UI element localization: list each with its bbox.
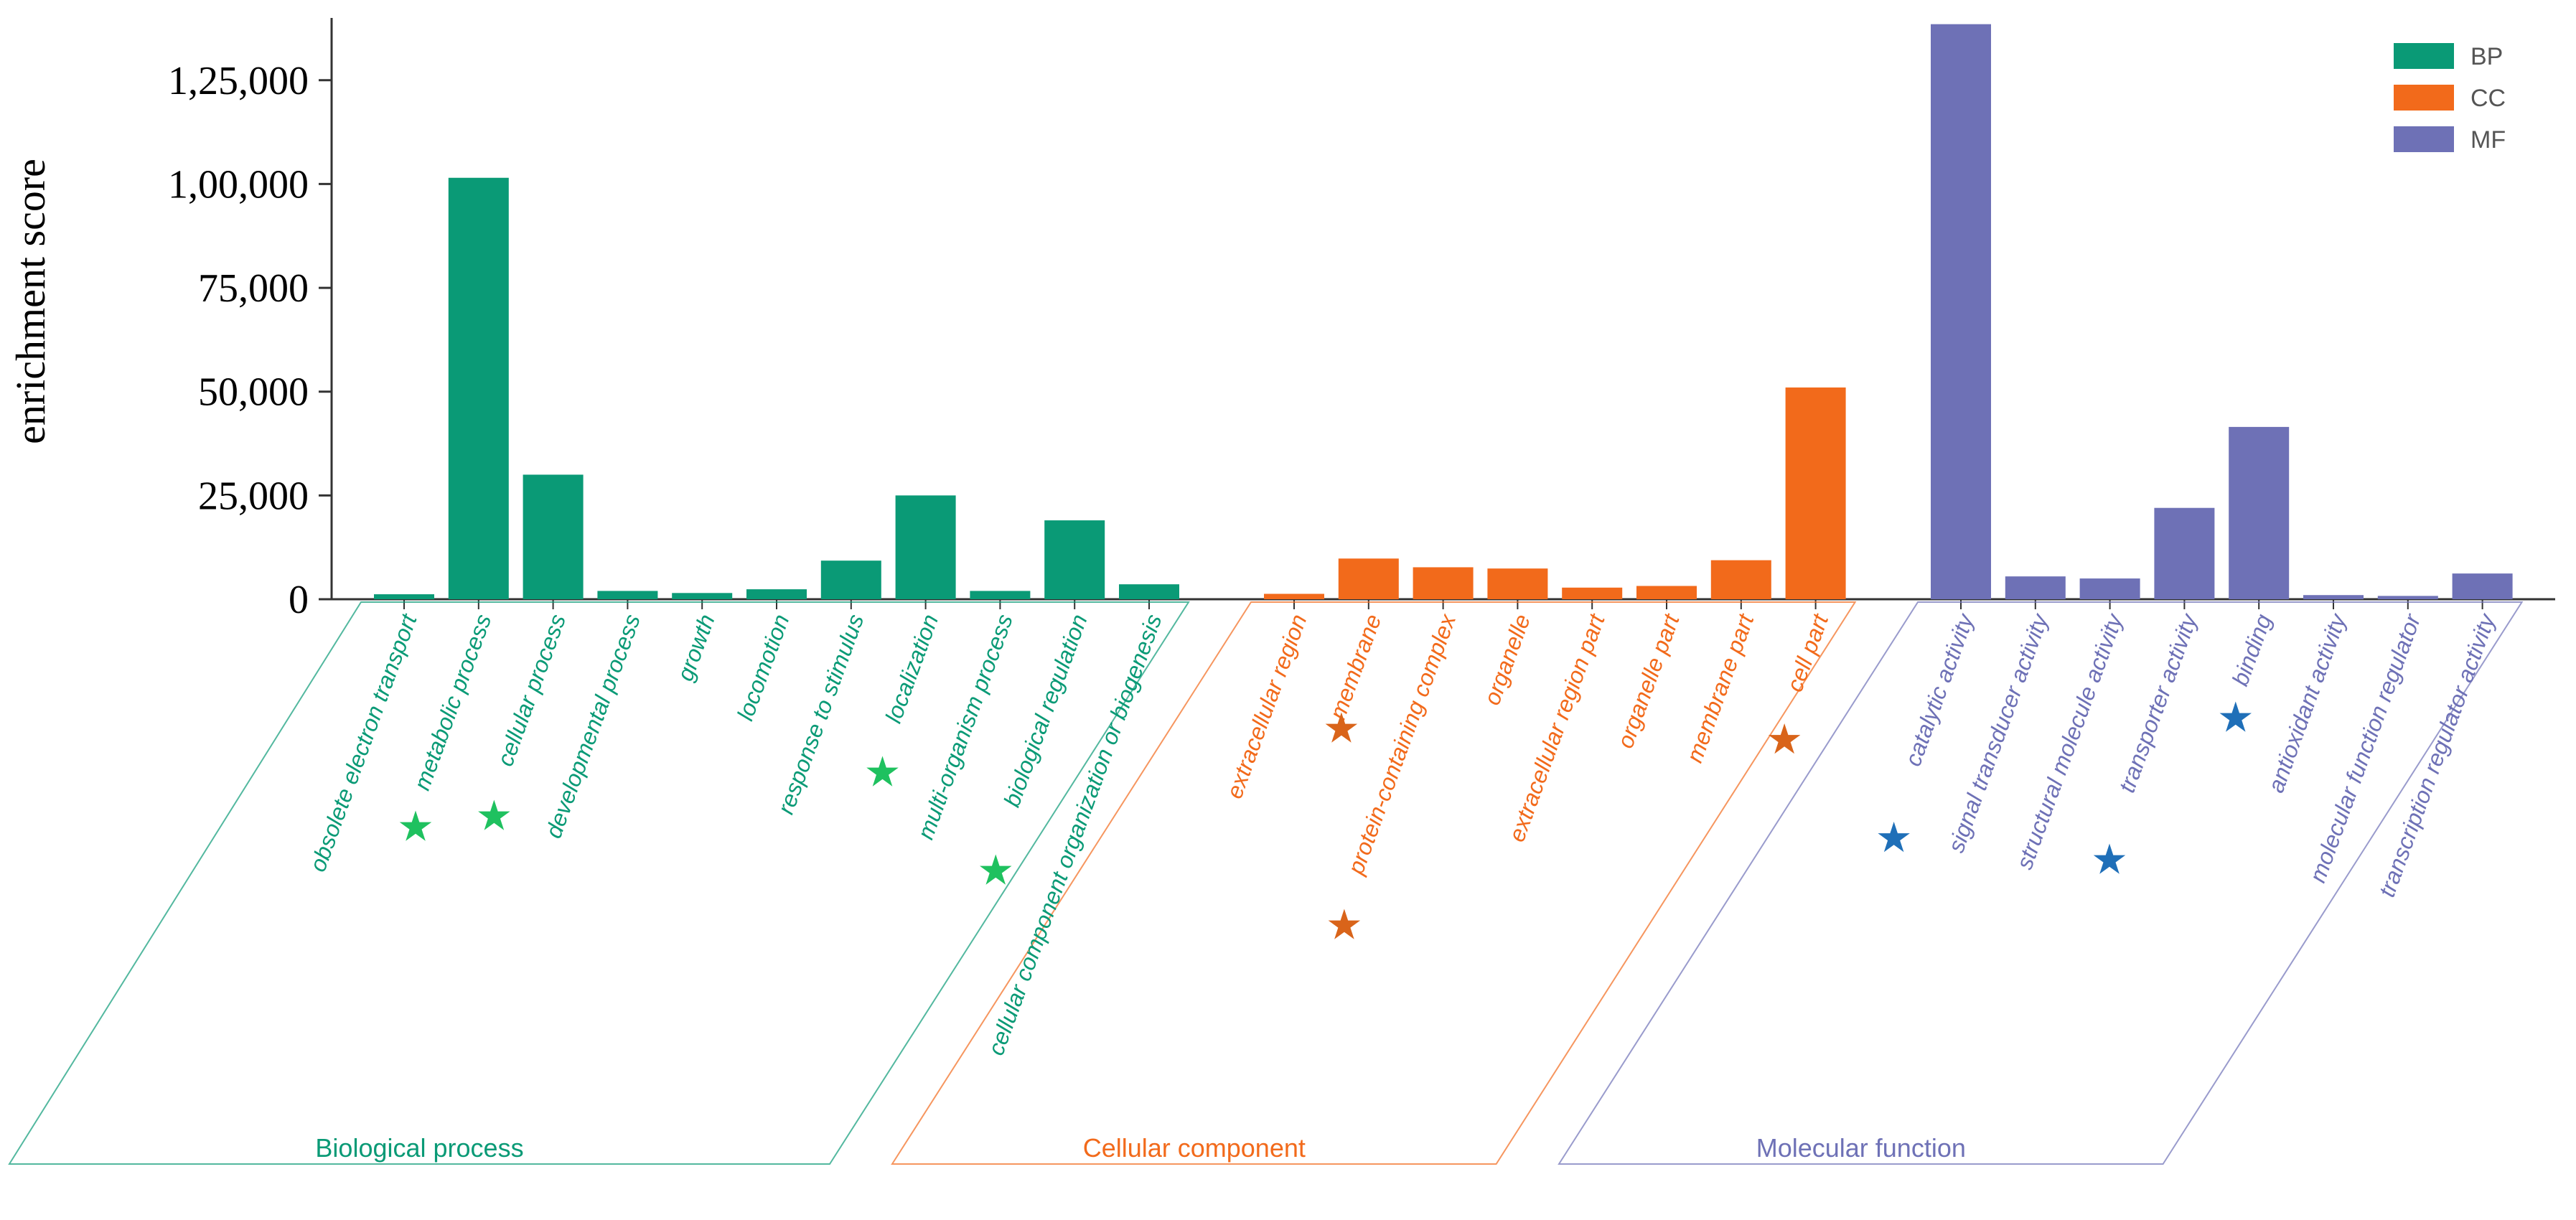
group-panel-mf	[1558, 601, 2524, 1165]
bar-bp	[1044, 520, 1105, 599]
legend-label: MF	[2470, 126, 2506, 154]
group-panel-cc	[891, 601, 1857, 1165]
significance-stars: ★ ★ ★ ★ ★ ★ ★ ★ ★ ★	[397, 693, 2254, 949]
significance-star-icon: ★	[475, 792, 512, 840]
category-label: extracellular region	[1221, 611, 1311, 802]
bar-cc	[1264, 593, 1324, 599]
legend-label: CC	[2470, 85, 2506, 112]
category-label: antioxidant activity	[2262, 609, 2351, 796]
category-label: catalytic activity	[1900, 609, 1980, 769]
y-tick-label: 0	[289, 578, 309, 622]
category-label: cellular process	[492, 611, 571, 769]
y-tick-label: 25,000	[198, 474, 309, 518]
significance-star-icon: ★	[1766, 715, 1803, 764]
y-axis-title: enrichment score	[7, 159, 54, 444]
legend-swatch-mf	[2394, 126, 2454, 152]
y-tick-label: 50,000	[198, 370, 309, 415]
category-label: binding	[2227, 611, 2277, 689]
category-label: localization	[880, 611, 943, 726]
bars	[374, 24, 2513, 599]
bar-mf	[2377, 596, 2438, 599]
y-tick-label: 75,000	[198, 266, 309, 311]
bar-bp	[746, 589, 807, 599]
bar-cc	[1338, 558, 1399, 599]
bar-mf	[2303, 595, 2364, 599]
legend: BP CC MF	[2394, 43, 2506, 154]
bar-bp	[895, 495, 956, 599]
group-panels: Biological process Cellular component Mole…	[8, 601, 2524, 1165]
bar-mf	[2154, 507, 2215, 599]
category-label: growth	[672, 611, 720, 685]
category-label: organelle part	[1612, 610, 1685, 751]
category-label: biological regulation	[998, 611, 1092, 810]
bar-mf	[1931, 24, 1991, 599]
significance-star-icon: ★	[2217, 693, 2254, 742]
significance-star-icon: ★	[2091, 835, 2128, 883]
bar-bp	[523, 474, 584, 599]
bar-cc	[1785, 387, 1846, 599]
group-label: Biological process	[315, 1133, 523, 1163]
legend-label: BP	[2470, 43, 2503, 70]
category-label: cell part	[1781, 610, 1834, 695]
bar-cc	[1487, 568, 1548, 599]
y-tick-label: 1,00,000	[168, 162, 309, 207]
category-label: transporter activity	[2114, 609, 2203, 796]
bar-bp	[820, 560, 881, 599]
bar-cc	[1562, 587, 1623, 599]
bar-mf	[2005, 576, 2066, 599]
category-label: metabolic process	[408, 611, 496, 794]
y-tick-label: 1,25,000	[168, 59, 309, 103]
significance-star-icon: ★	[863, 748, 901, 797]
category-label: membrane part	[1681, 610, 1758, 766]
bar-mf	[2079, 578, 2140, 599]
bar-cc	[1636, 586, 1697, 599]
bar-bp	[970, 591, 1031, 599]
legend-swatch-bp	[2394, 43, 2454, 69]
bar-bp	[672, 593, 733, 599]
bar-bp	[374, 594, 434, 599]
category-label: cellular component organization or bioge…	[983, 611, 1167, 1059]
category-label: response to stimulus	[772, 611, 868, 817]
bar-cc	[1710, 560, 1771, 599]
significance-star-icon: ★	[977, 846, 1014, 895]
y-axis: 0 25,000 50,000 75,000 1,00,000 1,25,000 enric…	[7, 18, 2555, 622]
group-panel-bp	[8, 601, 1190, 1165]
bar-mf	[2229, 426, 2290, 599]
group-label: Molecular function	[1756, 1133, 1966, 1163]
bar-mf	[2452, 573, 2513, 599]
bar-bp	[597, 591, 658, 599]
legend-swatch-cc	[2394, 85, 2454, 111]
category-label: locomotion	[732, 611, 795, 724]
bar-bp	[448, 177, 509, 599]
significance-star-icon: ★	[397, 802, 434, 851]
significance-star-icon: ★	[1323, 704, 1360, 753]
significance-star-icon: ★	[1875, 813, 1913, 862]
significance-star-icon: ★	[1326, 901, 1363, 949]
category-label: organelle	[1479, 611, 1535, 708]
group-label: Cellular component	[1083, 1133, 1306, 1163]
bar-cc	[1413, 567, 1474, 599]
bar-bp	[1119, 584, 1179, 599]
